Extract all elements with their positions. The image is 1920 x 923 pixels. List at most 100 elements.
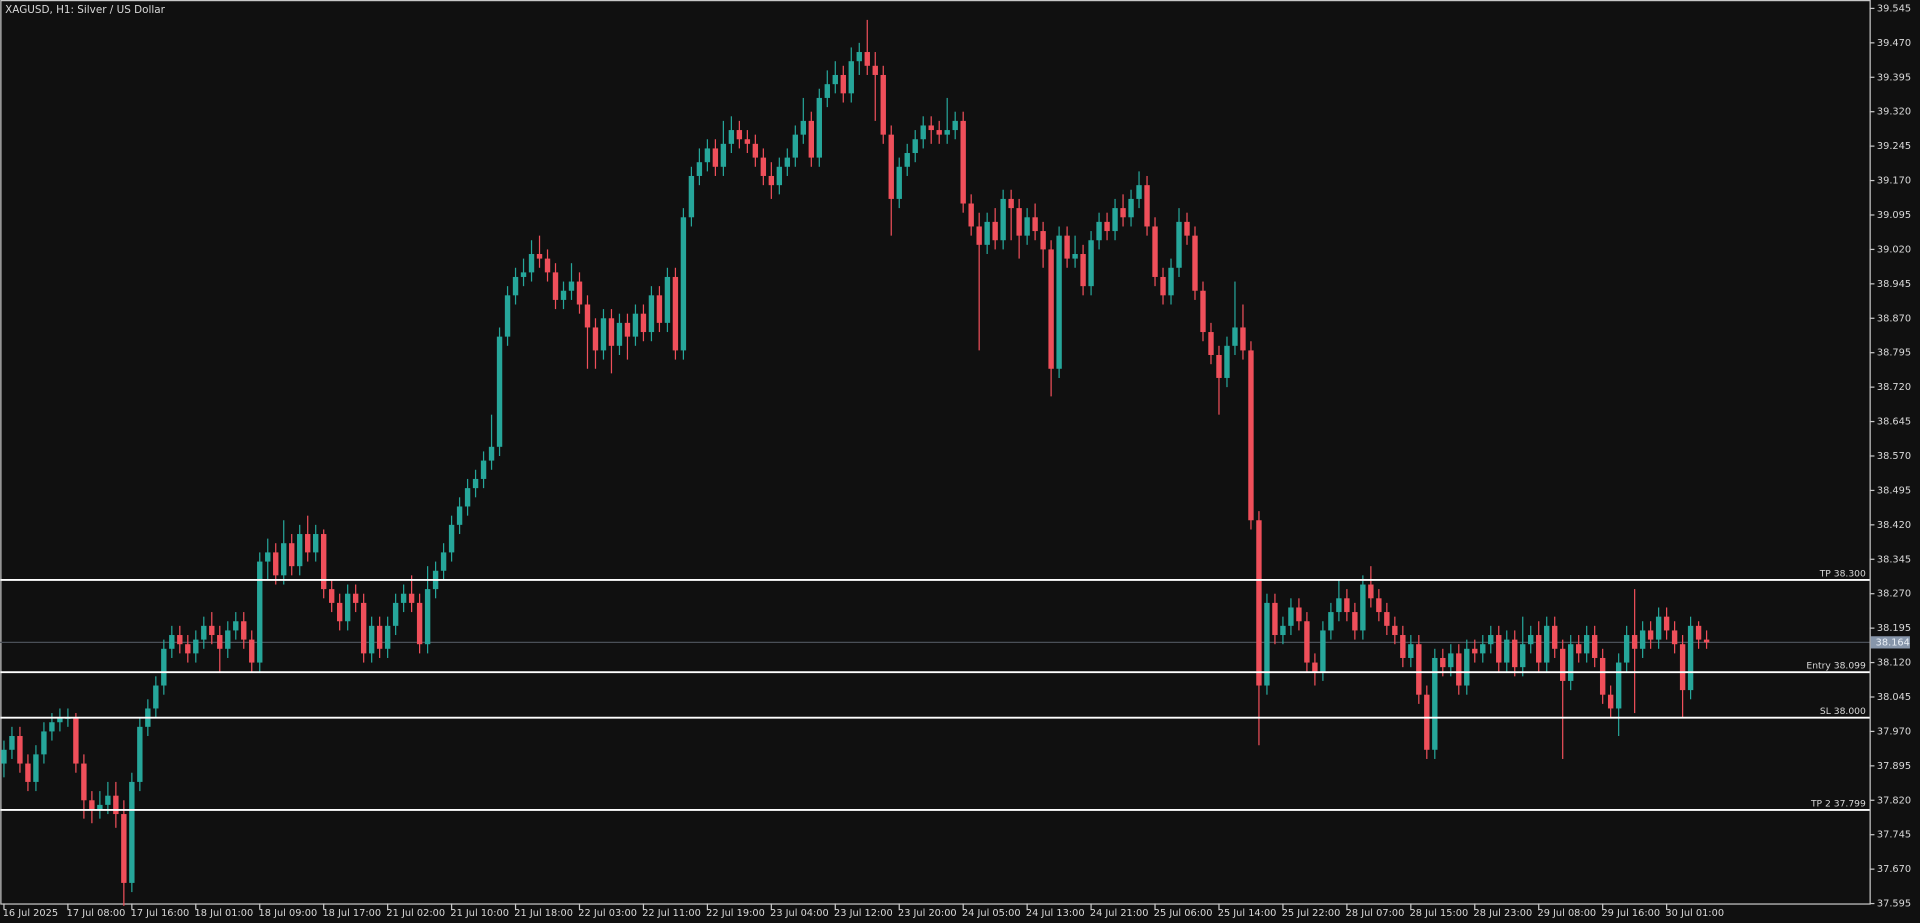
candle-body: [1679, 644, 1686, 691]
x-tick-label: 28 Jul 23:00: [1474, 908, 1533, 919]
candle-body: [568, 281, 575, 291]
candle-body: [1312, 662, 1318, 672]
candle-body: [313, 534, 319, 553]
level-label: TP 38.300: [1819, 568, 1866, 579]
candle-body: [1687, 625, 1694, 691]
x-tick-label: 23 Jul 12:00: [834, 908, 893, 919]
candle-body: [1128, 198, 1134, 218]
candle-body: [816, 97, 822, 158]
x-tick-label: 30 Jul 01:00: [1665, 908, 1724, 919]
candle-body: [185, 644, 191, 654]
x-tick-label: 24 Jul 21:00: [1090, 908, 1149, 919]
candle-body: [89, 800, 95, 810]
x-tick-label: 23 Jul 20:00: [898, 908, 957, 919]
x-tick-label: 16 Jul 2025: [3, 908, 58, 919]
candle-body: [249, 639, 255, 663]
candle-body: [696, 162, 703, 176]
candle-body: [456, 506, 463, 525]
x-tick-label: 22 Jul 19:00: [706, 908, 765, 919]
candle-body: [720, 143, 727, 167]
candle-body: [984, 221, 990, 245]
y-tick-label: 39.470: [1877, 38, 1911, 49]
candle-body: [9, 736, 15, 750]
candle-body: [177, 635, 183, 645]
candle-body: [928, 125, 934, 131]
candle-body: [632, 313, 639, 337]
candle-body: [81, 763, 87, 801]
candle-body: [608, 318, 615, 346]
candle-body: [1440, 657, 1446, 668]
candle-body: [257, 561, 263, 663]
candle-body: [824, 84, 830, 98]
candle-body: [592, 327, 599, 351]
candle-body: [1655, 616, 1662, 640]
current-price-tag: [1870, 636, 1910, 649]
x-tick-label: 18 Jul 01:00: [195, 908, 254, 919]
candle-body: [416, 602, 423, 645]
candle-body: [321, 534, 327, 590]
candle-body: [1456, 653, 1462, 686]
candle-body: [1152, 226, 1158, 277]
candle-body: [1024, 217, 1030, 236]
y-tick-label: 39.545: [1877, 3, 1911, 14]
candle-body: [49, 722, 55, 732]
candle-body: [336, 602, 343, 622]
candle-body: [1599, 657, 1606, 695]
candle-body: [968, 203, 974, 227]
candle-body: [1296, 607, 1302, 622]
candle-body: [392, 602, 399, 626]
candle-body: [1392, 625, 1398, 636]
candle-body: [1160, 276, 1166, 296]
x-tick-label: 23 Jul 04:00: [770, 908, 829, 919]
y-tick-label: 38.345: [1877, 554, 1911, 565]
candle-body: [1528, 635, 1534, 645]
candle-body: [384, 625, 391, 649]
candle-body: [408, 593, 415, 603]
candle-body: [1360, 584, 1366, 631]
candle-body: [544, 258, 551, 273]
candle-body: [440, 552, 447, 571]
candle-body: [496, 336, 503, 447]
x-tick-label: 21 Jul 18:00: [514, 908, 573, 919]
candle-body: [776, 166, 783, 186]
candle-body: [536, 254, 543, 259]
candle-body: [33, 754, 39, 782]
candle-body: [1647, 630, 1654, 640]
candle-body: [1040, 231, 1046, 250]
x-tick-label: 21 Jul 10:00: [450, 908, 509, 919]
candle-body: [1240, 327, 1246, 351]
candle-body: [73, 717, 79, 764]
y-tick-label: 39.095: [1877, 210, 1911, 221]
candle-body: [1192, 235, 1198, 291]
candle-body: [624, 322, 631, 337]
candle-body: [952, 120, 958, 131]
candle-body: [1575, 644, 1582, 654]
candle-body: [376, 625, 383, 649]
candle-body: [808, 120, 814, 158]
candle-body: [712, 148, 719, 167]
x-tick-label: 29 Jul 08:00: [1537, 908, 1596, 919]
candle-body: [528, 254, 535, 273]
candle-body: [1056, 235, 1062, 369]
candle-body: [896, 166, 902, 199]
candle-body: [768, 175, 775, 186]
candle-body: [1248, 350, 1254, 521]
x-tick-label: 25 Jul 06:00: [1154, 908, 1213, 919]
candle-body: [648, 295, 655, 333]
candle-body: [888, 134, 894, 199]
candle-body: [1280, 625, 1286, 636]
y-tick-label: 39.020: [1877, 244, 1911, 255]
candle-body: [832, 74, 838, 85]
y-tick-label: 38.795: [1877, 348, 1911, 359]
candle-body: [1552, 625, 1558, 649]
x-tick-label: 21 Jul 02:00: [386, 908, 445, 919]
x-tick-label: 17 Jul 08:00: [67, 908, 126, 919]
level-label: TP 2 37.799: [1810, 798, 1866, 809]
candle-body: [169, 635, 175, 649]
candle-body: [201, 625, 207, 640]
y-tick-label: 37.670: [1877, 864, 1911, 875]
candle-body: [1591, 635, 1598, 658]
candle-body: [1703, 639, 1710, 643]
candle-body: [680, 217, 687, 351]
